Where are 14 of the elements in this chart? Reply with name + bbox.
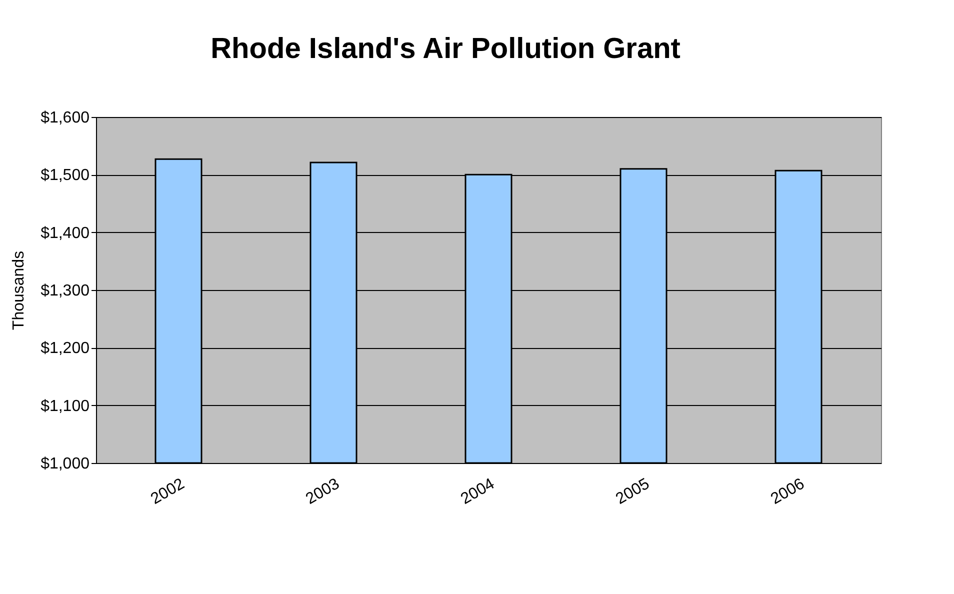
y-tick-label: $1,500 (40, 167, 90, 184)
x-tick-label: 2004 (458, 475, 498, 508)
chart-title: Rhode Island's Air Pollution Grant (210, 33, 681, 65)
y-tick-label: $1,000 (40, 456, 90, 472)
y-tick-label: $1,300 (40, 282, 90, 300)
y-tick-label: $1,400 (40, 224, 90, 242)
y-tick-label: $1,100 (40, 398, 90, 415)
x-tick-label: 2006 (768, 475, 808, 508)
x-tick-label: 2002 (148, 475, 188, 508)
x-tick-label: 2003 (303, 475, 343, 508)
y-axis-title: Thousands (10, 250, 28, 330)
y-tick-label: $1,600 (40, 110, 90, 126)
x-tick-label: 2005 (613, 475, 653, 508)
y-tick-label: $1,200 (40, 340, 90, 358)
